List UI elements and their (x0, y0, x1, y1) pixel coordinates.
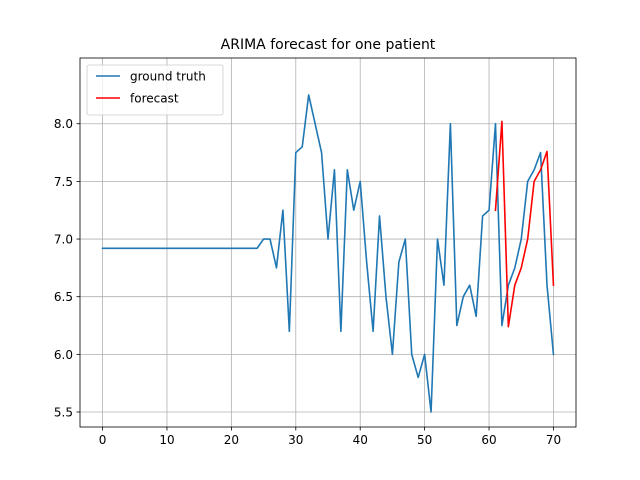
grid-lines (80, 58, 576, 427)
y-tick-label: 6.0 (54, 348, 73, 362)
x-tick-label: 30 (288, 433, 303, 447)
x-tick-label: 70 (546, 433, 561, 447)
y-tick-label: 5.5 (54, 406, 73, 420)
series-line-forecast (494, 120, 555, 328)
y-tick-label: 6.5 (54, 290, 73, 304)
y-tick-label: 8.0 (54, 117, 73, 131)
y-tick-label: 7.5 (54, 175, 73, 189)
legend: ground truth forecast (86, 64, 224, 116)
series-line-ground-truth (101, 94, 555, 413)
axis-ticks: 0 10 20 30 40 50 60 70 5.5 6.0 6.5 7.0 7.5 8.0 (54, 117, 561, 447)
x-tick-label: 10 (159, 433, 174, 447)
x-tick-label: 50 (417, 433, 432, 447)
plot-area-frame (79, 57, 577, 428)
x-tick-label: 0 (99, 433, 107, 447)
series-layer (101, 94, 555, 413)
x-tick-label: 60 (481, 433, 496, 447)
legend-label: forecast (130, 92, 179, 106)
chart-title: ARIMA forecast for one patient (221, 37, 436, 53)
y-tick-label: 7.0 (54, 233, 73, 247)
legend-label: ground truth (130, 70, 206, 84)
legend-box (86, 64, 224, 116)
x-tick-label: 40 (353, 433, 368, 447)
x-tick-label: 20 (224, 433, 239, 447)
